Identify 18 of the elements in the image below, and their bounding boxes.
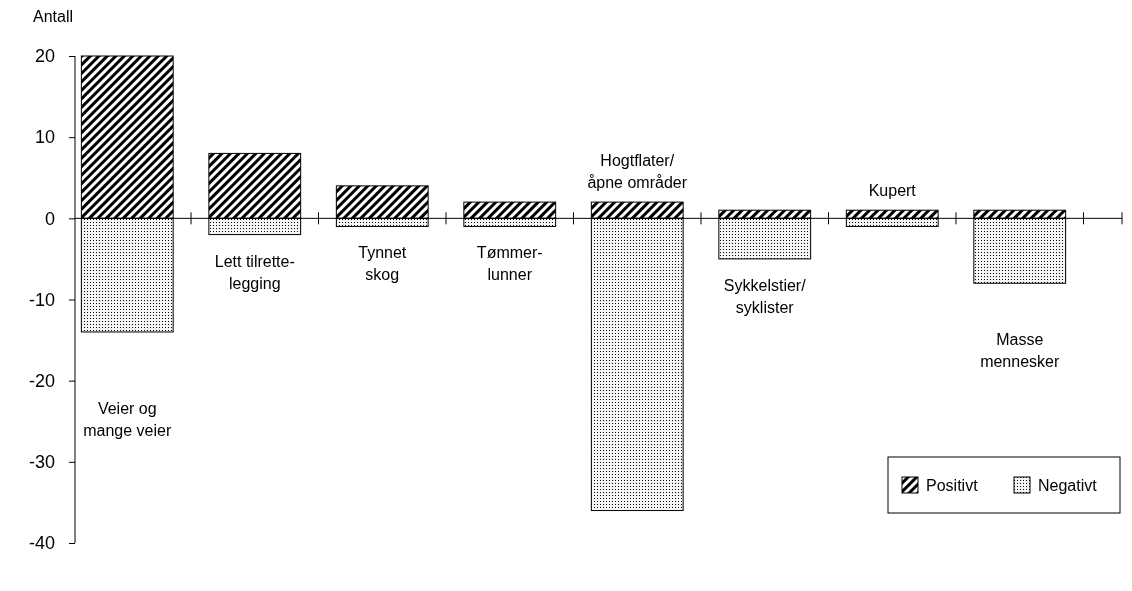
y-tick-label: -20 [28, 370, 55, 391]
legend-label: Positivt [926, 477, 979, 494]
x-tick-label: Hogtflater/ åpne områder [587, 152, 688, 192]
x-tick-label: Kupert [868, 182, 917, 200]
y-tick-label: -30 [28, 452, 55, 473]
y-tick-label: -10 [28, 289, 55, 310]
x-tick-label: Masse mennesker [980, 331, 1060, 371]
x-tick-label: Sykkelstier/ syklister [723, 276, 807, 316]
y-tick-label: -40 [28, 533, 55, 554]
x-tick-label: Lett tilrette-legging [214, 252, 295, 292]
y-axis-title: Antall [33, 8, 74, 25]
x-tick-label: Veier og mange veier [83, 399, 172, 439]
x-tick-label: Tømmer-lunner [476, 244, 543, 284]
y-tick-label: 10 [34, 127, 55, 148]
y-tick-label: 20 [34, 46, 55, 67]
legend-label: Negativt [1038, 477, 1098, 494]
x-tick-label: Tynnet skog [358, 244, 407, 284]
y-tick-label: 0 [44, 208, 55, 229]
